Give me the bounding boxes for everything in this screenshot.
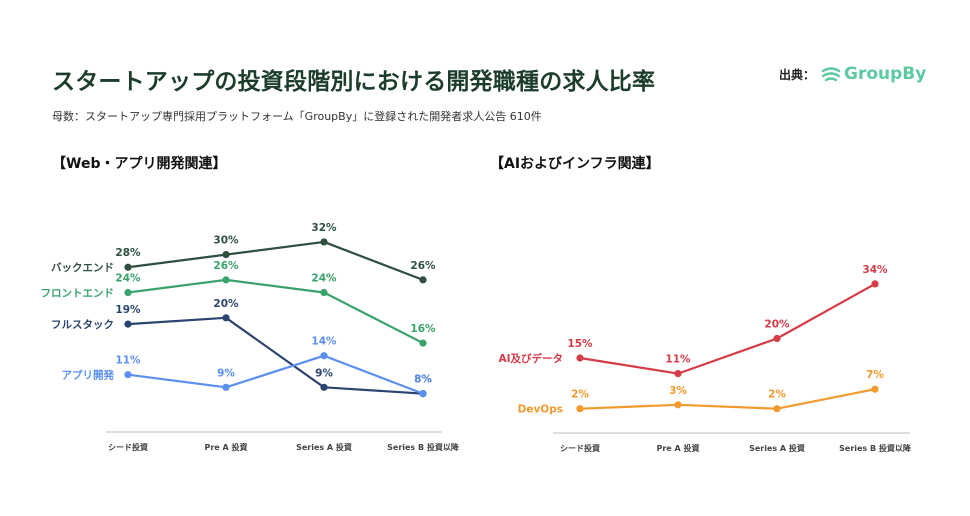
data-label: 7% (866, 369, 884, 381)
data-point (320, 238, 328, 246)
series-line (579, 282, 876, 375)
data-point (222, 314, 230, 322)
data-point (773, 334, 781, 343)
series-name-label: アプリ開発 (62, 369, 115, 382)
data-label: 34% (862, 264, 888, 276)
data-label: 2% (571, 389, 589, 401)
series-name-label: DevOps (518, 404, 563, 416)
data-label: 2% (768, 389, 786, 401)
data-point (419, 276, 427, 284)
data-label: 14% (311, 336, 337, 348)
x-tick-label: Series B 投資以降 (387, 442, 460, 452)
data-point (124, 288, 132, 297)
series-line (127, 278, 424, 345)
x-tick-label: Pre A 投資 (205, 442, 248, 452)
data-point (320, 383, 328, 391)
chart-web-app: シード投資 Pre A 投資 Series A 投資 Series B 投資以降 28%… (41, 222, 460, 452)
groupby-logo-text: GroupBy (844, 64, 927, 84)
data-point (674, 370, 682, 378)
data-point (419, 390, 427, 398)
data-point (124, 371, 132, 379)
data-label: 3% (669, 385, 687, 397)
x-tick-label: Series B 投資以降 (839, 443, 912, 453)
source-label: 出典： (779, 67, 816, 82)
series-line (127, 354, 424, 395)
groupby-logo[interactable]: GroupBy (821, 64, 926, 84)
data-point (871, 280, 879, 288)
x-tick-label: Series A 投資 (296, 442, 352, 452)
series-line (579, 388, 876, 410)
page-title: スタートアップの投資段階別における開発職種の求人比率 (52, 69, 656, 95)
data-label: 24% (311, 273, 337, 285)
data-point (124, 263, 132, 271)
section-title-ai: 【AIおよびインフラ関連】 (490, 156, 660, 172)
series-name-label: フルスタック (51, 319, 114, 331)
data-point (773, 405, 781, 413)
data-label: 16% (410, 323, 436, 335)
data-point (576, 405, 584, 413)
data-point (419, 339, 427, 347)
data-label: 26% (213, 260, 239, 272)
data-label: 20% (764, 319, 790, 331)
data-point (320, 288, 328, 297)
groupby-logo-icon (821, 67, 841, 82)
data-label: 8% (414, 374, 432, 386)
chart-ai-infra: シード投資 Pre A 投資 Series A 投資 Series B 投資以降 15%… (498, 264, 912, 453)
data-label: 26% (410, 260, 436, 272)
data-point (222, 383, 230, 391)
data-label: 11% (665, 354, 691, 366)
source-attribution: 出典： GroupBy (779, 64, 926, 84)
data-label: 30% (213, 235, 239, 247)
series-name-label: AI及びデータ (498, 352, 563, 365)
subtitle: 母数：スタートアップ専門採用プラットフォーム「GroupBy」に登録された開発者… (52, 110, 542, 123)
data-point (222, 276, 230, 284)
section-title-web: 【Web・アプリ開発関連】 (52, 156, 227, 172)
data-label: 24% (115, 273, 141, 285)
series-line (127, 316, 424, 395)
series-line (127, 240, 424, 281)
data-label: 15% (567, 338, 593, 350)
data-point (871, 385, 879, 393)
data-label: 9% (315, 367, 333, 379)
data-label: 11% (115, 355, 141, 367)
data-point (124, 320, 132, 328)
data-label: 9% (217, 367, 235, 379)
x-tick-label: シード投資 (108, 442, 148, 452)
data-point (674, 401, 682, 409)
data-label: 8% (414, 374, 432, 386)
x-tick-label: シード投資 (560, 443, 600, 453)
series-name-label: バックエンド (51, 262, 114, 274)
data-point (222, 251, 230, 259)
data-point (576, 354, 584, 362)
data-label: 20% (213, 298, 239, 310)
x-tick-label: Pre A 投資 (657, 443, 700, 453)
series-name-label: フロントエンド (41, 288, 115, 300)
data-label: 28% (115, 247, 141, 259)
x-tick-label: Series A 投資 (749, 443, 805, 453)
data-point (320, 352, 328, 360)
data-label: 19% (115, 304, 141, 316)
data-label: 32% (311, 222, 337, 234)
